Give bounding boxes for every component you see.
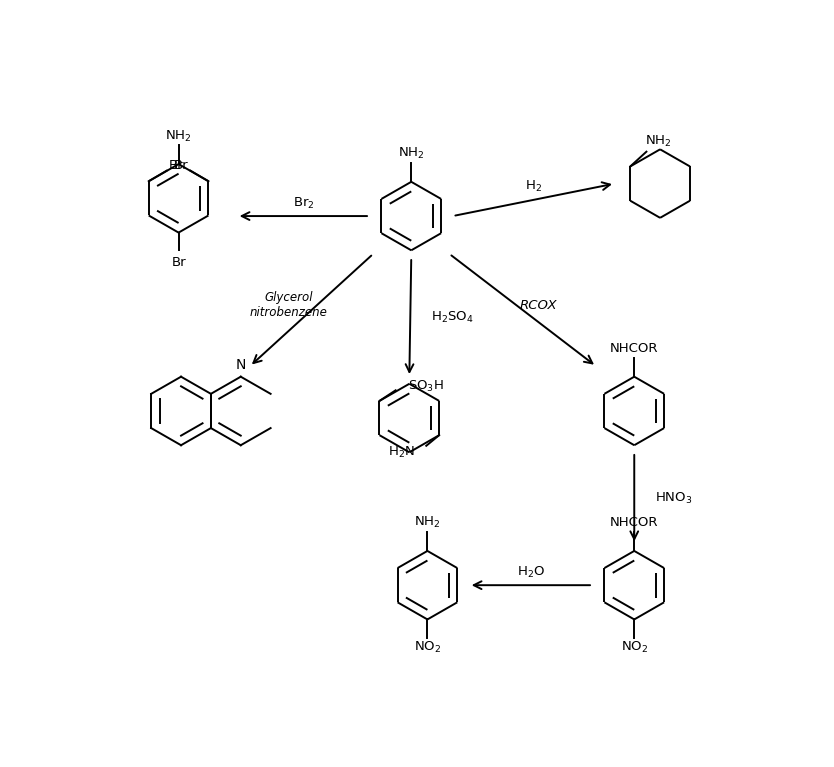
Text: N: N (235, 358, 246, 372)
Text: NH$_2$: NH$_2$ (165, 128, 192, 143)
Text: RCOX: RCOX (520, 299, 557, 312)
Text: H$_2$O: H$_2$O (517, 565, 545, 580)
Text: NHCOR: NHCOR (610, 516, 659, 529)
Text: H$_2$N: H$_2$N (389, 446, 415, 460)
Text: Glycerol
nitrobenzene: Glycerol nitrobenzene (249, 291, 328, 318)
Text: SO$_3$H: SO$_3$H (408, 379, 444, 394)
Text: HNO$_3$: HNO$_3$ (655, 491, 692, 505)
Text: Br: Br (171, 255, 186, 268)
Text: H$_2$SO$_4$: H$_2$SO$_4$ (430, 310, 474, 324)
Text: NO$_2$: NO$_2$ (414, 640, 441, 655)
Text: NH$_2$: NH$_2$ (414, 515, 440, 531)
Text: Br$_2$: Br$_2$ (293, 196, 314, 211)
Text: NO$_2$: NO$_2$ (620, 640, 648, 655)
Text: Br: Br (168, 160, 183, 173)
Text: NHCOR: NHCOR (610, 342, 659, 355)
Text: NH$_2$: NH$_2$ (398, 146, 425, 161)
Text: Br: Br (173, 160, 188, 173)
Text: H$_2$: H$_2$ (525, 179, 542, 194)
Text: NH$_2$: NH$_2$ (645, 134, 671, 150)
